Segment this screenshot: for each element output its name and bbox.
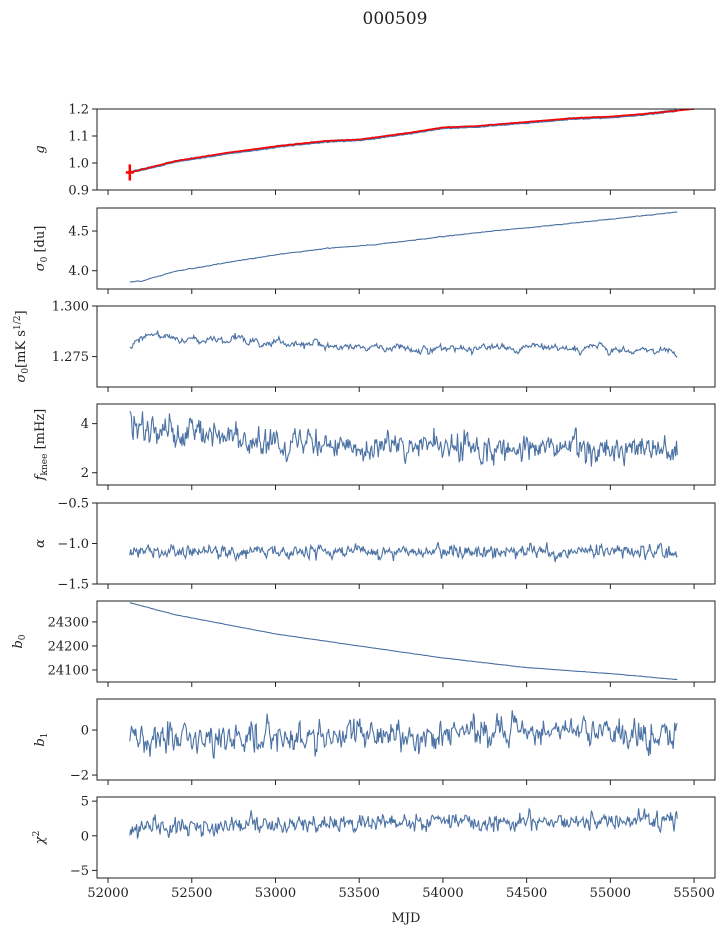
axes-frame-panel-3 <box>96 305 716 388</box>
x-tick-label: 52500 <box>171 886 212 901</box>
y-tick-label: 1.2 <box>68 103 89 118</box>
y-tick-label: 4.5 <box>68 225 89 240</box>
x-tick-label: 55000 <box>590 886 631 901</box>
series-line-panel-7 <box>129 710 678 759</box>
x-tick-label: 55500 <box>673 886 714 901</box>
y-axis-label: g <box>33 145 48 153</box>
y-tick-label: 24300 <box>48 615 89 630</box>
y-axis-label: σ0 [du] <box>33 226 50 272</box>
y-tick-label: 0.9 <box>68 184 89 199</box>
axes-frame-panel-6 <box>96 600 716 683</box>
x-tick-label: 53000 <box>255 886 296 901</box>
fit-line <box>129 108 695 174</box>
x-tick-label: 53500 <box>339 886 380 901</box>
x-axis-label: MJD <box>392 911 421 926</box>
y-tick-label: 0 <box>81 724 89 739</box>
axes-frame-panel-5 <box>96 502 716 585</box>
y-tick-label: −1.0 <box>57 537 89 552</box>
y-tick-label: 0 <box>81 829 89 844</box>
y-axis-label: b1 <box>33 732 50 746</box>
series-line-panel-4 <box>129 410 678 467</box>
y-tick-label: −5 <box>70 864 89 879</box>
y-axis-label: fknee [mHz] <box>33 409 50 482</box>
y-tick-label: 4.0 <box>68 264 89 279</box>
y-tick-label: 4 <box>81 417 89 432</box>
y-axis-label: α <box>33 539 48 548</box>
series-line-panel-1 <box>129 109 678 174</box>
y-tick-label: 1.1 <box>68 130 89 145</box>
y-tick-label: 2 <box>81 466 89 481</box>
series-line-panel-2 <box>129 211 678 283</box>
y-tick-label: 1.275 <box>52 350 89 365</box>
y-tick-label: −0.5 <box>57 497 89 512</box>
series-line-panel-6 <box>129 602 678 681</box>
y-axis-label: σ0[mK s1/2] <box>13 310 31 382</box>
series-line-panel-8 <box>129 807 678 840</box>
y-tick-label: 24100 <box>48 663 89 678</box>
y-tick-label: −1.5 <box>57 578 89 593</box>
x-tick-label: 52000 <box>87 886 128 901</box>
x-tick-label: 54500 <box>506 886 547 901</box>
y-axis-label: χ2 <box>32 831 48 846</box>
y-tick-label: 1.0 <box>68 157 89 172</box>
series-line-panel-3 <box>129 330 678 358</box>
y-axis-label: b0 <box>11 634 28 648</box>
axes-frame-panel-7 <box>96 698 716 781</box>
x-tick-label: 54000 <box>422 886 463 901</box>
axes-frame-panel-2 <box>96 207 716 290</box>
y-tick-label: 24200 <box>48 639 89 654</box>
y-tick-label: 1.300 <box>52 300 89 315</box>
axes-frame-panel-1 <box>96 108 716 191</box>
y-tick-label: 5 <box>81 795 89 810</box>
axes-frame-panel-8 <box>96 796 716 879</box>
series-line-panel-5 <box>129 542 678 563</box>
y-tick-label: −2 <box>70 769 89 784</box>
axes-frame-panel-4 <box>96 403 716 486</box>
chart-title: 000509 <box>363 9 428 29</box>
